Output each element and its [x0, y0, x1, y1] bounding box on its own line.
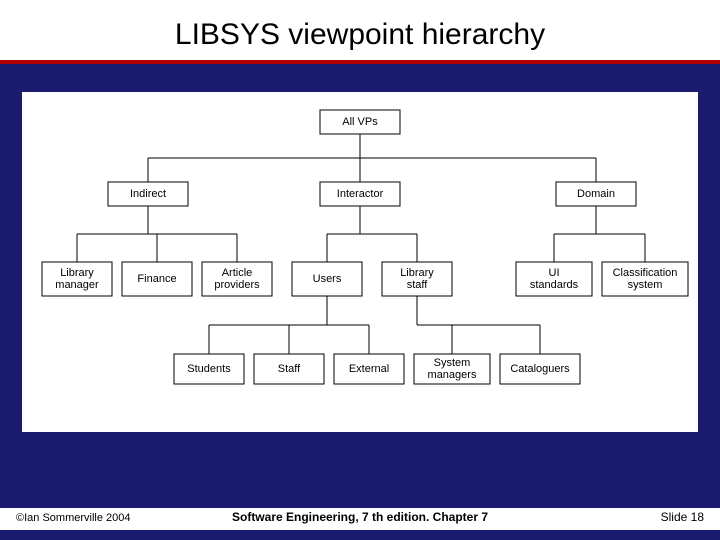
- node-interactor: Interactor: [320, 182, 400, 206]
- svg-text:Library: Library: [60, 267, 94, 279]
- svg-text:Interactor: Interactor: [337, 188, 384, 200]
- svg-text:Staff: Staff: [278, 363, 301, 375]
- node-indirect: Indirect: [108, 182, 188, 206]
- svg-text:standards: standards: [530, 279, 579, 291]
- svg-text:Students: Students: [187, 363, 231, 375]
- title-rule: [0, 60, 720, 64]
- node-sysmgr: Systemmanagers: [414, 354, 490, 384]
- node-libstaff: Librarystaff: [382, 262, 452, 296]
- svg-text:System: System: [434, 357, 471, 369]
- node-uistd: UIstandards: [516, 262, 592, 296]
- node-staff: Staff: [254, 354, 324, 384]
- svg-text:Finance: Finance: [137, 273, 176, 285]
- svg-text:staff: staff: [407, 279, 429, 291]
- footer: ©Ian Sommerville 2004 Software Engineeri…: [0, 508, 720, 530]
- svg-text:External: External: [349, 363, 389, 375]
- node-libmgr: Librarymanager: [42, 262, 112, 296]
- svg-text:Users: Users: [313, 273, 342, 285]
- slide: LIBSYS viewpoint hierarchy All VPs Indire…: [0, 0, 720, 540]
- svg-text:Library: Library: [400, 267, 434, 279]
- hierarchy-diagram: All VPsIndirectInteractorDomainLibraryma…: [22, 92, 698, 432]
- node-students: Students: [174, 354, 244, 384]
- svg-text:UI: UI: [549, 267, 560, 279]
- node-finance: Finance: [122, 262, 192, 296]
- node-external: External: [334, 354, 404, 384]
- svg-text:system: system: [628, 279, 663, 291]
- svg-text:All VPs: All VPs: [342, 116, 378, 128]
- node-domain: Domain: [556, 182, 636, 206]
- node-root: All VPs: [320, 110, 400, 134]
- svg-text:Cataloguers: Cataloguers: [510, 363, 570, 375]
- svg-text:Domain: Domain: [577, 188, 615, 200]
- node-catalog: Cataloguers: [500, 354, 580, 384]
- diagram-container: All VPsIndirectInteractorDomainLibraryma…: [22, 92, 698, 432]
- svg-text:Article: Article: [222, 267, 253, 279]
- svg-text:Indirect: Indirect: [130, 188, 166, 200]
- title-area: LIBSYS viewpoint hierarchy: [0, 0, 720, 60]
- footer-source: Software Engineering, 7 th edition. Chap…: [0, 510, 720, 524]
- svg-text:manager: manager: [55, 279, 99, 291]
- node-classif: Classificationsystem: [602, 262, 688, 296]
- svg-text:providers: providers: [214, 279, 260, 291]
- node-users: Users: [292, 262, 362, 296]
- svg-text:Classification: Classification: [613, 267, 678, 279]
- slide-title: LIBSYS viewpoint hierarchy: [0, 18, 720, 52]
- svg-text:managers: managers: [428, 369, 477, 381]
- node-article: Articleproviders: [202, 262, 272, 296]
- footer-slide-number: Slide 18: [661, 510, 704, 524]
